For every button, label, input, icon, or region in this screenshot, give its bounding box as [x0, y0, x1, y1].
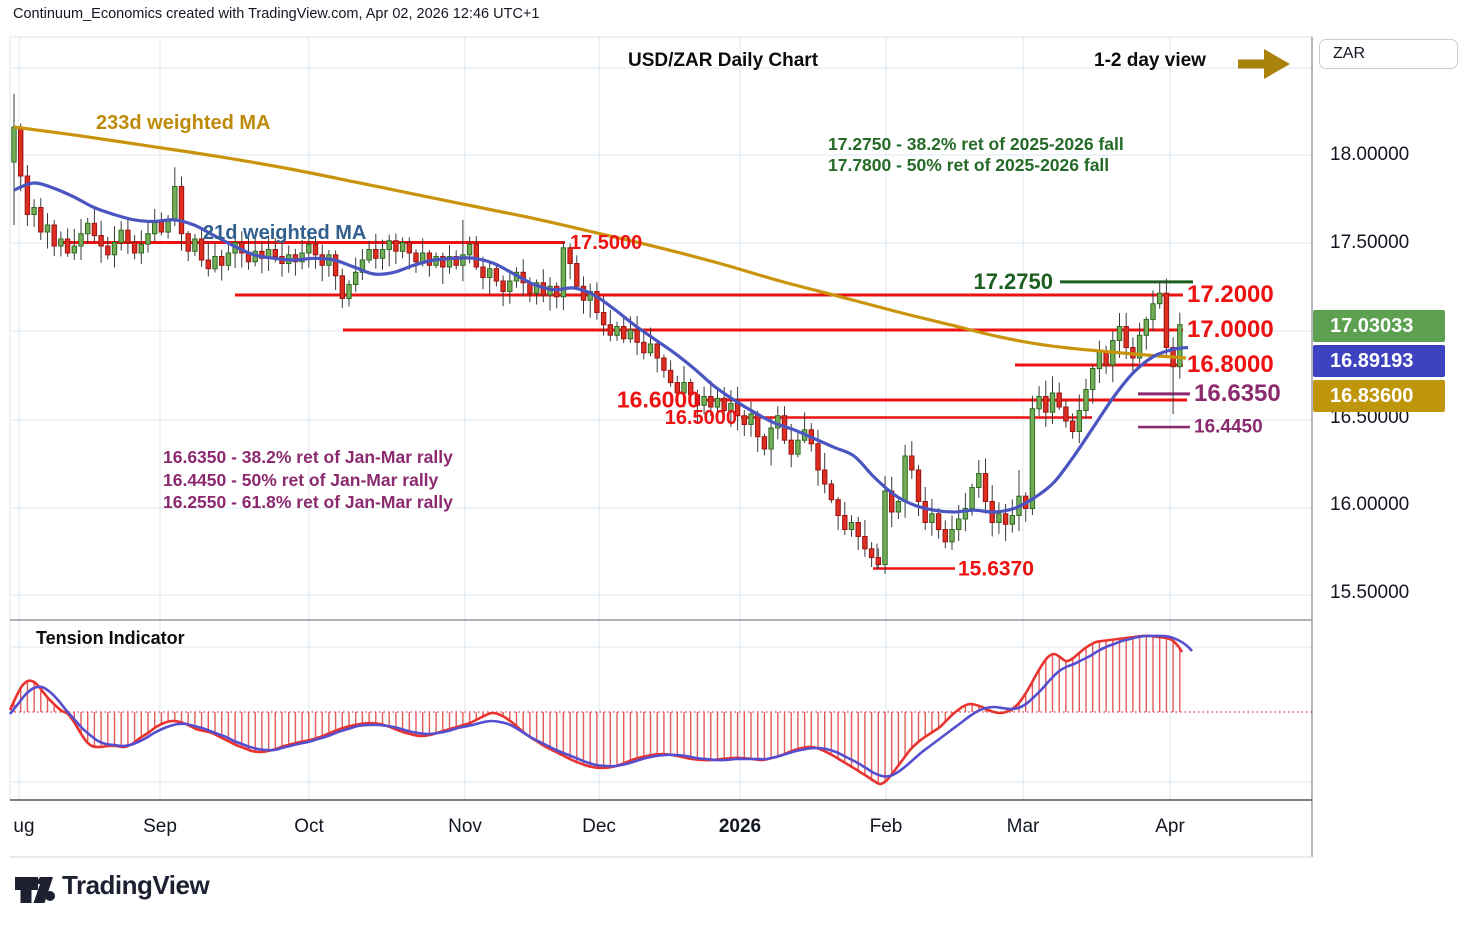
retracement-note: 16.4450 - 50% ret of Jan-Mar rally [163, 469, 439, 490]
level-label: 16.5000 [664, 406, 737, 429]
price-badge: 17.03033 [1313, 310, 1445, 342]
tradingview-logo[interactable]: TradingView [0, 860, 300, 920]
indicator-title: Tension Indicator [36, 628, 185, 648]
level-label: 17.5000 [570, 231, 643, 254]
price-badge: 16.83600 [1313, 380, 1445, 412]
ma-21d-line [13, 181, 1189, 514]
level-label: 16.6000 [616, 386, 700, 413]
month-label: Oct [294, 816, 324, 837]
price-badge: 16.89193 [1313, 345, 1445, 377]
month-label: 2026 [718, 816, 762, 837]
chart-title: USD/ZAR Daily Chart [628, 50, 819, 71]
tradingview-logo-icon [15, 877, 55, 903]
price-tick-label: 15.50000 [1330, 581, 1410, 603]
tension-slow-line [8, 634, 1193, 778]
retracement-note: 17.7800 - 50% ret of 2025-2026 fall [828, 155, 1110, 175]
level-label: 17.0000 [1187, 316, 1274, 343]
price-tick-label: 18.00000 [1330, 144, 1410, 165]
month-label: Feb [869, 816, 903, 837]
level-label: 16.8000 [1187, 351, 1274, 378]
price-tick-label: 16.00000 [1330, 494, 1410, 515]
ma-label: 233d weighted MA [96, 112, 271, 134]
level-label: 17.2750 [973, 268, 1053, 294]
month-label: Nov [448, 816, 482, 837]
level-label: 17.2000 [1187, 281, 1274, 308]
month-label: Sep [143, 816, 177, 837]
retracement-note: 16.6350 - 38.2% ret of Jan-Mar rally [163, 447, 453, 467]
attribution-text: Continuum_Economics created with Trading… [13, 6, 540, 22]
retracement-note: 16.2550 - 61.8% ret of Jan-Mar rally [163, 492, 453, 512]
symbol-input[interactable]: ZAR [1319, 39, 1458, 69]
level-label: 15.6370 [958, 557, 1034, 581]
level-label: 16.4450 [1194, 416, 1263, 438]
logo-text: TradingView [62, 870, 210, 900]
view-note-label: 1-2 day view [1094, 50, 1206, 71]
month-label: Apr [1155, 816, 1185, 837]
right-arrow-icon [1238, 49, 1290, 79]
ma-label: 21d weighted MA [203, 222, 367, 244]
retracement-note: 17.2750 - 38.2% ret of 2025-2026 fall [828, 134, 1124, 154]
month-label: ug [13, 816, 35, 837]
month-label: Dec [582, 816, 616, 837]
ma-233d-line [13, 125, 1187, 360]
symbol-label: ZAR [1333, 45, 1365, 62]
price-tick-label: 17.50000 [1330, 231, 1410, 253]
month-label: Mar [1006, 816, 1040, 837]
level-label: 16.6350 [1194, 379, 1281, 407]
